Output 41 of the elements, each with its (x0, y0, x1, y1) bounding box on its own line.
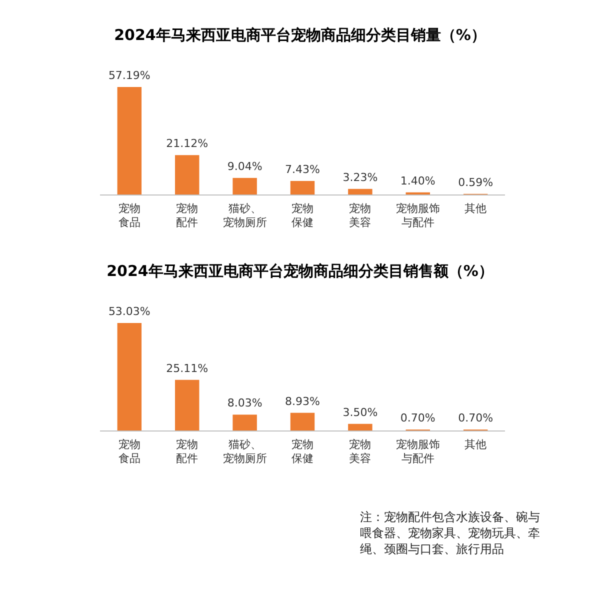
x-tick-label: 宠物保健 (292, 202, 314, 229)
data-label: 0.70% (458, 412, 494, 425)
x-tick-label: 宠物配件 (176, 438, 198, 465)
bar (175, 380, 200, 431)
x-tick-label: 其他 (464, 438, 487, 451)
data-label: 53.03% (108, 305, 150, 318)
x-tick-label: 宠物食品 (118, 202, 140, 229)
x-tick-label: 宠物美容 (349, 438, 372, 465)
x-tick-label: 猫砂、宠物厕所 (222, 438, 267, 465)
bar (348, 424, 372, 431)
x-tick-label: 宠物服饰与配件 (396, 438, 440, 465)
x-tick-label: 宠物配件 (176, 202, 198, 229)
x-tick-label: 其他 (464, 202, 487, 215)
bar (117, 323, 142, 431)
chart-title: 2024年马来西亚电商平台宠物商品细分类目销量（%） (114, 26, 486, 44)
x-tick-label: 宠物服饰与配件 (396, 202, 440, 229)
text: 注：宠物配件包含水族设备、碗与喂食器、宠物家具、宠物玩具、牵绳、颈圈与口套、旅行用品 (360, 510, 540, 556)
data-label: 0.70% (400, 412, 436, 425)
data-label: 9.04% (227, 160, 262, 173)
bar (290, 412, 315, 431)
data-label: 1.40% (400, 174, 436, 188)
data-label: 3.50% (342, 406, 378, 419)
x-tick-label: 猫砂、宠物厕所 (222, 202, 267, 229)
chart-title: 2024年马来西亚电商平台宠物商品细分类目销售额（%） (106, 262, 494, 280)
bar (232, 414, 257, 431)
data-label: 8.93% (285, 394, 320, 408)
data-label: 21.12% (166, 137, 208, 150)
bar (348, 188, 372, 195)
x-tick-label: 宠物保健 (292, 438, 314, 465)
data-label: 3.23% (342, 170, 378, 184)
data-label: 25.11% (166, 362, 208, 375)
bar (232, 178, 257, 195)
data-label: 8.03% (227, 396, 262, 410)
bar (290, 180, 315, 195)
bar (117, 87, 142, 195)
data-label: 0.59% (458, 176, 494, 189)
bar (175, 155, 200, 195)
x-tick-label: 宠物美容 (349, 202, 372, 229)
data-label: 57.19% (108, 69, 150, 82)
x-tick-label: 宠物食品 (118, 438, 140, 465)
data-label: 7.43% (285, 162, 320, 176)
